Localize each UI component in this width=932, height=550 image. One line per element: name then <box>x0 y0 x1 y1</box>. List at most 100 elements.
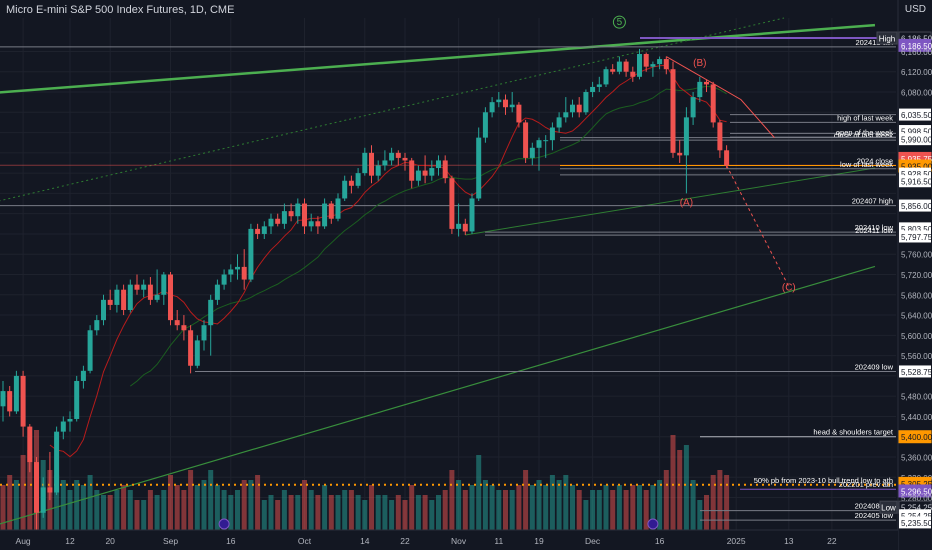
candle-body <box>549 127 555 141</box>
volume-bar <box>235 490 240 530</box>
candle-body <box>395 152 401 158</box>
axis-tag-box <box>899 516 931 529</box>
candle-body <box>523 122 529 158</box>
axis-tag-text: 5,935.00 <box>901 163 932 172</box>
candle-body <box>121 289 127 310</box>
candle-body <box>255 228 261 234</box>
price-level-label: head & shoulders target <box>813 428 894 437</box>
wave-label: (B) <box>693 58 706 69</box>
volume-bar <box>630 485 636 530</box>
volume-bar <box>13 480 19 530</box>
volume-bar <box>503 490 508 530</box>
candle-body <box>194 340 200 366</box>
volume-bar <box>663 470 669 530</box>
candle-body <box>469 198 475 232</box>
volume-bar <box>188 470 194 530</box>
axis-tag-box <box>899 175 931 188</box>
axis-tag-text: 5,916.50 <box>901 178 932 187</box>
volume-bar <box>20 455 26 530</box>
volume-bar <box>114 490 120 530</box>
axis-tag-text: 5,560.00 <box>901 352 932 361</box>
volume-bar <box>529 485 535 530</box>
price-level-label: 50% pb from 2023-10 bull trend low to at… <box>754 476 893 485</box>
volume-bar <box>74 480 80 530</box>
volume-bar <box>342 490 348 530</box>
volume-bar <box>228 495 234 530</box>
candle-body <box>221 274 227 285</box>
price-level-label: 202412 ath <box>855 38 893 47</box>
time-axis-label: 2025 <box>727 536 746 546</box>
price-level-label: 202411 low <box>855 226 893 235</box>
axis-tag-box <box>898 484 932 498</box>
candle-body <box>670 69 676 153</box>
volume-bar <box>127 490 133 530</box>
candle-body <box>583 92 589 113</box>
wave-circle <box>612 15 626 29</box>
volume-bar <box>355 495 361 530</box>
volume-bar <box>369 485 374 530</box>
volume-bar <box>268 495 274 530</box>
volume-bar <box>395 495 401 530</box>
candle-body <box>348 180 354 186</box>
candle-body <box>188 330 194 366</box>
price-level-label: open of the week <box>836 128 893 137</box>
candle-body <box>362 152 368 174</box>
candle-body <box>141 284 147 290</box>
axis-tag-text: 5,760.00 <box>901 251 932 260</box>
candle-body <box>355 173 361 186</box>
candle-body <box>67 418 73 422</box>
candle-body <box>335 198 341 219</box>
volume-bar <box>523 470 529 530</box>
candle-body <box>261 226 267 234</box>
volume-bar <box>194 485 200 530</box>
candle-body <box>563 112 569 118</box>
volume-bar <box>677 450 683 530</box>
time-axis-label: Aug <box>16 536 31 546</box>
price-level-label: 202405 low <box>855 511 894 520</box>
time-axis-label: Oct <box>298 536 312 546</box>
volume-bar <box>436 495 441 530</box>
time-axis-label: 12 <box>65 536 75 546</box>
candle-body <box>590 86 596 93</box>
candle-body <box>0 391 6 407</box>
volume-bar <box>375 495 381 530</box>
axis-tag-text: 5,360.00 <box>901 454 932 463</box>
candle-body <box>710 84 716 123</box>
axis-tag-prefix: Low <box>881 504 896 513</box>
axis-tag-text: 5,254.25 <box>901 512 932 521</box>
time-axis-label: Nov <box>451 536 467 546</box>
candle-body <box>101 299 106 321</box>
candle-body <box>47 487 53 493</box>
candle-body <box>717 122 723 151</box>
axis-tag-box <box>899 230 931 243</box>
axis-tag-box <box>898 430 932 444</box>
volume-bar <box>80 485 86 530</box>
candle-body <box>127 284 133 310</box>
volume-bar <box>429 500 435 530</box>
volume-bar <box>563 475 569 530</box>
candle-body <box>302 203 307 227</box>
volume-bar <box>322 485 328 530</box>
volume-bar <box>281 490 287 530</box>
candle-body <box>308 221 314 227</box>
volume-bar <box>201 480 207 530</box>
volume-bar <box>536 480 542 530</box>
volume-bar <box>208 470 214 530</box>
candle-body <box>690 97 696 118</box>
axis-tag-text: 5,640.00 <box>901 312 932 321</box>
candle-body <box>147 284 153 300</box>
candle-body <box>275 218 281 224</box>
volume-bar <box>7 475 13 530</box>
axis-tag-box <box>899 365 931 378</box>
axis-tag-text: 5,935.75 <box>901 155 932 164</box>
volume-bar <box>409 485 415 530</box>
candle-body <box>228 269 234 275</box>
time-axis-label: 14 <box>360 536 370 546</box>
volume-bar <box>121 485 127 530</box>
currency-label[interactable]: USD <box>904 4 926 15</box>
candle-body <box>241 266 247 280</box>
candle-body <box>456 223 462 229</box>
candle-body <box>724 150 730 166</box>
volume-bar <box>683 445 689 530</box>
